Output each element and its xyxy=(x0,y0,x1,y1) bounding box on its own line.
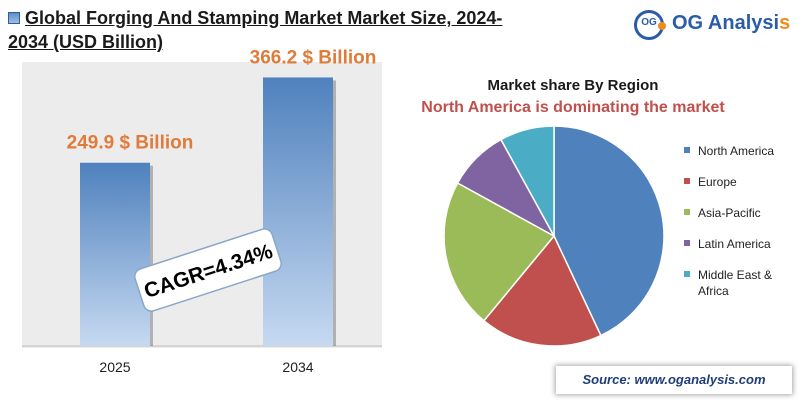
legend-swatch xyxy=(684,240,690,246)
og-analysis-logo: OG OG Analysis xyxy=(634,10,794,40)
legend-label: Africa xyxy=(698,284,729,298)
chart-title: Global Forging And Stamping Market Marke… xyxy=(8,6,528,54)
pie-title: Market share By Region xyxy=(488,77,659,94)
bar-2025 xyxy=(80,162,150,346)
pie-slice-europe xyxy=(482,234,602,347)
logo-circle-icon xyxy=(634,10,666,40)
legend-swatch xyxy=(684,178,690,184)
pie-slice-north-america xyxy=(553,125,665,337)
bar-2034 xyxy=(263,77,333,346)
legend-label: Middle East & xyxy=(698,268,772,282)
legend-label: Asia-Pacific xyxy=(698,206,761,220)
x-tick-label: 2034 xyxy=(282,359,313,375)
title-text: Global Forging And Stamping Market Marke… xyxy=(8,8,503,52)
pie-slice-asia-pacific xyxy=(443,181,556,322)
logo-initials: OG xyxy=(641,17,657,28)
bar-data-label: 366.2 $ Billion xyxy=(250,47,377,68)
bar-data-label: 249.9 $ Billion xyxy=(67,133,194,154)
chart-square-icon xyxy=(8,11,20,24)
source-text: Source: www.oganalysis.com xyxy=(582,372,766,387)
logo-name-main: OG Analysi xyxy=(672,12,780,34)
x-tick-label: 2025 xyxy=(99,359,130,375)
logo-name-accent: s xyxy=(779,12,791,34)
legend-label: Europe xyxy=(698,175,737,189)
pie-subtitle: North America is dominating the market xyxy=(421,99,725,116)
source-box: Source: www.oganalysis.com xyxy=(556,366,792,394)
cagr-callout: CAGR=4.34% xyxy=(134,228,282,312)
logo-name: OG Analysis xyxy=(672,12,790,35)
cagr-box xyxy=(134,228,282,312)
legend-swatch xyxy=(684,209,690,215)
legend-label: Latin America xyxy=(698,237,771,251)
legend-swatch xyxy=(684,147,690,153)
legend-swatch xyxy=(684,271,690,277)
pie-slice-middle-east-africa xyxy=(499,125,555,237)
legend-label: North America xyxy=(698,144,774,158)
